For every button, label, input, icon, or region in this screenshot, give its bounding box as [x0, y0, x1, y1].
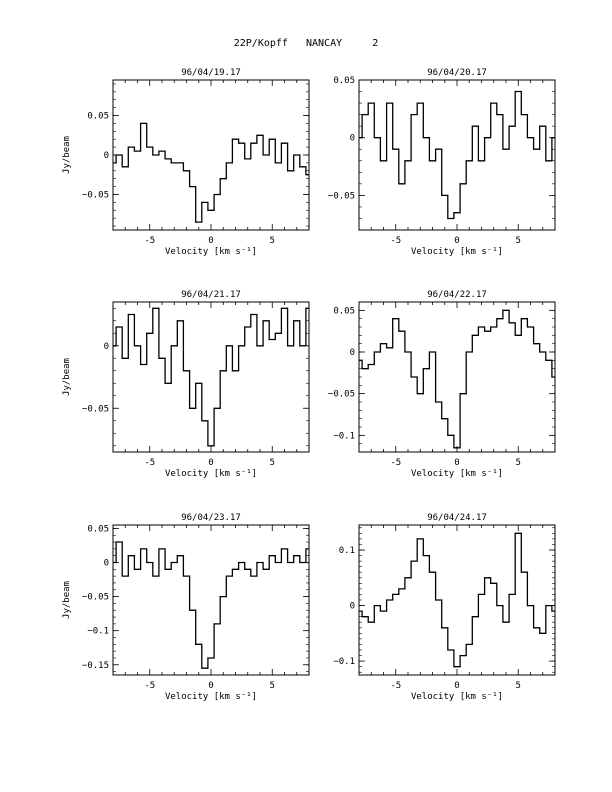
x-tick-label: 5	[516, 458, 521, 468]
x-tick-label: 5	[516, 236, 521, 246]
y-tick-label: 0	[104, 342, 109, 352]
x-axis-label: Velocity [km s⁻¹]	[411, 247, 503, 257]
x-tick-label: 0	[208, 681, 213, 691]
x-axis-label: Velocity [km s⁻¹]	[165, 247, 257, 257]
x-tick-label: 0	[454, 236, 459, 246]
x-axis-label: Velocity [km s⁻¹]	[165, 469, 257, 479]
panel-5: 96/04/23.17 -5 0 5 −0.15 −0.1 −0.05 0 0.05 Veloci…	[62, 513, 310, 702]
x-tick-label: -5	[390, 236, 401, 246]
y-tick-label: −0.05	[328, 191, 355, 201]
spectrum-line	[113, 307, 309, 447]
spectrum-line	[359, 532, 555, 668]
x-axis-label: Velocity [km s⁻¹]	[165, 692, 257, 702]
panel-title: 96/04/20.17	[427, 68, 487, 78]
y-tick-label: 0	[350, 602, 355, 612]
x-tick-label: -5	[144, 236, 155, 246]
x-tick-label: -5	[390, 681, 401, 691]
x-tick-label: 5	[270, 681, 275, 691]
x-tick-label: 0	[454, 458, 459, 468]
plot-frame	[358, 301, 556, 453]
panel-1: 96/04/19.17 -5 0 5 −0.05 0 0.05 Velocity [km s⁻…	[62, 68, 310, 257]
spectrum-line	[113, 541, 309, 669]
y-tick-label: 0	[350, 134, 355, 144]
y-tick-label: 0.05	[87, 112, 109, 122]
panel-title: 96/04/19.17	[181, 68, 241, 78]
y-tick-label: 0	[104, 151, 109, 161]
y-tick-label: 0.05	[333, 306, 355, 316]
y-axis-label: Jy/beam	[62, 581, 72, 619]
panel-6: 96/04/24.17 -5 0 5 −0.1 0 0.1 Velocity [km s⁻¹]	[333, 513, 556, 702]
y-tick-label: −0.1	[333, 431, 355, 441]
spectrum-line	[113, 122, 309, 223]
panel-title: 96/04/24.17	[427, 513, 487, 523]
y-tick-label: 0	[350, 348, 355, 358]
panel-title: 96/04/21.17	[181, 290, 241, 300]
spectrum-line	[359, 90, 555, 220]
y-axis-label: Jy/beam	[62, 136, 72, 174]
panel-title: 96/04/23.17	[181, 513, 241, 523]
x-tick-label: -5	[144, 681, 155, 691]
spectrum-line	[359, 309, 555, 449]
plot-frame	[112, 524, 310, 676]
x-axis-label: Velocity [km s⁻¹]	[411, 469, 503, 479]
x-tick-label: 5	[270, 236, 275, 246]
x-tick-label: 0	[454, 681, 459, 691]
x-tick-label: -5	[390, 458, 401, 468]
y-tick-label: −0.1	[333, 657, 355, 667]
y-tick-label: −0.1	[87, 627, 109, 637]
panel-4: 96/04/22.17 -5 0 5 −0.1 −0.05 0 0.05 Velocity [k…	[328, 290, 556, 479]
y-tick-label: −0.15	[82, 661, 109, 671]
y-tick-label: 0.05	[333, 76, 355, 86]
x-tick-label: 5	[270, 458, 275, 468]
x-axis-label: Velocity [km s⁻¹]	[411, 692, 503, 702]
plot-frame	[112, 301, 310, 453]
page-title: 22P/Kopff NANCAY 2	[233, 38, 379, 49]
panel-2: 96/04/20.17 -5 0 5 −0.05 0 0.05 Velocity [km s⁻…	[328, 68, 556, 257]
y-tick-label: −0.05	[82, 190, 109, 200]
plot-frame	[112, 79, 310, 231]
x-tick-label: 5	[516, 681, 521, 691]
x-tick-label: -5	[144, 458, 155, 468]
y-tick-label: −0.05	[328, 390, 355, 400]
x-tick-label: 0	[208, 236, 213, 246]
y-tick-label: 0	[104, 559, 109, 569]
y-tick-label: 0.1	[339, 546, 355, 556]
panel-title: 96/04/22.17	[427, 290, 487, 300]
x-tick-label: 0	[208, 458, 213, 468]
y-tick-label: 0.05	[87, 524, 109, 534]
y-tick-label: −0.05	[82, 593, 109, 603]
y-tick-label: −0.05	[82, 404, 109, 414]
y-axis-label: Jy/beam	[62, 358, 72, 396]
